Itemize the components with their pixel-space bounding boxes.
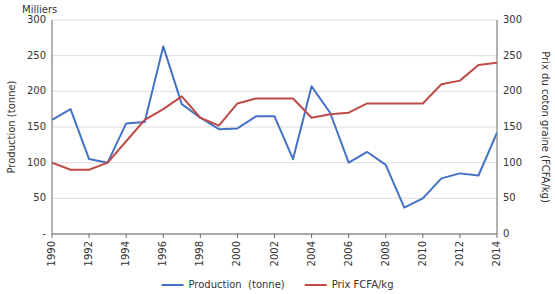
x-tick <box>311 234 312 238</box>
grid-line <box>52 20 497 21</box>
x-tick-label: 2000 <box>231 241 242 266</box>
x-tick-label: 1994 <box>120 241 131 266</box>
x-tick-label: 2010 <box>417 241 428 266</box>
x-tick-label: 2002 <box>269 241 280 266</box>
legend: Production (tonne) Prix FCFA/kg <box>162 279 394 290</box>
y-tick-label: 50 <box>33 192 46 203</box>
series-line <box>52 63 497 170</box>
y2-tick-label: 0 <box>503 228 509 239</box>
y2-axis-label: Prix du coton graine (FCFA/kg) <box>540 51 551 203</box>
y-tick-label: 100 <box>27 157 46 168</box>
grid-line <box>52 91 497 92</box>
annotation: Milliers <box>22 4 57 15</box>
x-tick-label: 2014 <box>491 241 502 266</box>
y2-tick-label: 50 <box>503 192 516 203</box>
y2-tick-label: 250 <box>503 50 522 61</box>
x-tick-label: 1992 <box>83 241 94 266</box>
x-tick <box>163 234 164 238</box>
legend-label: Prix FCFA/kg <box>332 279 394 290</box>
x-tick <box>348 234 349 238</box>
x-tick <box>200 234 201 238</box>
x-tick <box>274 234 275 238</box>
y-axis-label: Production (tonne) <box>6 80 17 173</box>
grid-line <box>52 234 497 235</box>
series-line <box>52 46 497 207</box>
grid-line <box>52 162 497 163</box>
y-tick-label: 200 <box>27 85 46 96</box>
x-axis <box>52 234 497 235</box>
grid-line <box>52 127 497 128</box>
y2-tick-label: 150 <box>503 121 522 132</box>
x-tick <box>89 234 90 238</box>
x-tick-label: 1996 <box>157 241 168 266</box>
legend-swatch <box>162 284 184 286</box>
chart: - 50 100 150 200 250 300 0 50 100 150 200 250 300 1990… <box>0 0 555 294</box>
x-tick <box>237 234 238 238</box>
y-tick-label: - <box>42 228 46 239</box>
x-tick <box>385 234 386 238</box>
legend-label: Production (tonne) <box>189 279 285 290</box>
y-axis <box>52 20 53 234</box>
x-tick-label: 1990 <box>46 241 57 266</box>
grid-line <box>52 198 497 199</box>
x-tick-label: 1998 <box>194 241 205 266</box>
y2-tick-label: 200 <box>503 85 522 96</box>
x-tick <box>497 234 498 238</box>
y2-tick-label: 100 <box>503 157 522 168</box>
grid-line <box>52 55 497 56</box>
x-tick-label: 2008 <box>380 241 391 266</box>
y-tick-label: 300 <box>27 14 46 25</box>
y-tick-label: 250 <box>27 50 46 61</box>
y-tick-label: 150 <box>27 121 46 132</box>
x-tick <box>52 234 53 238</box>
plot-area <box>52 46 497 207</box>
y2-tick-label: 300 <box>503 14 522 25</box>
x-tick-label: 2006 <box>343 241 354 266</box>
x-tick <box>126 234 127 238</box>
legend-swatch <box>305 284 327 286</box>
y2-axis <box>497 20 498 234</box>
x-tick-label: 2012 <box>454 241 465 266</box>
x-tick <box>422 234 423 238</box>
x-tick <box>459 234 460 238</box>
x-tick-label: 2004 <box>306 241 317 266</box>
